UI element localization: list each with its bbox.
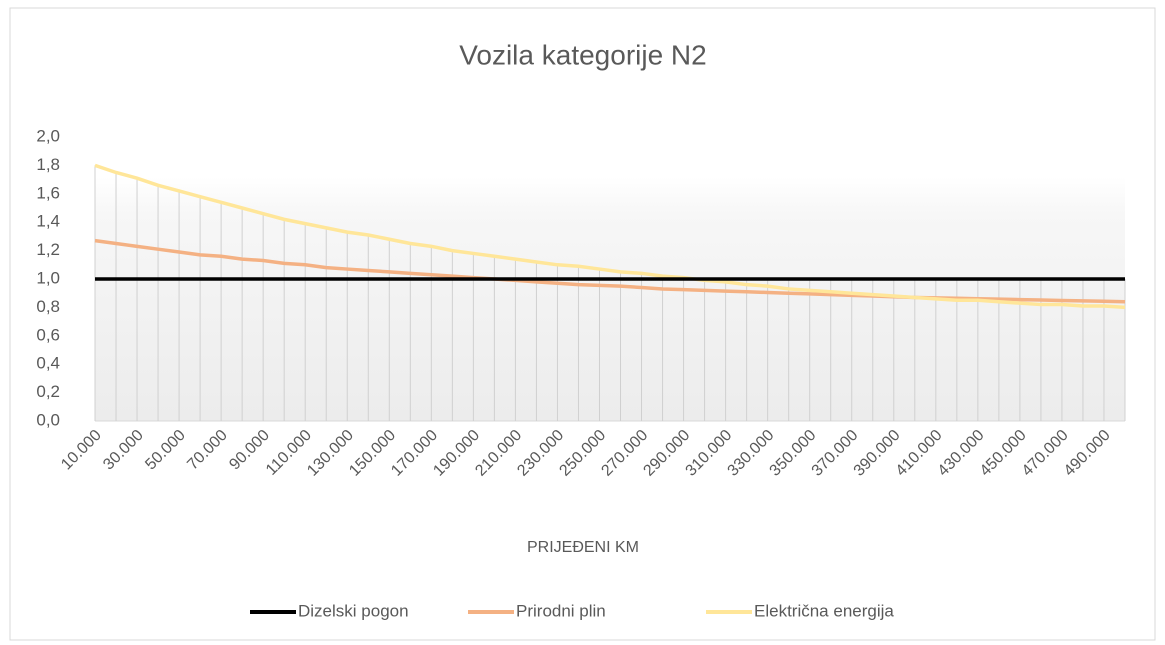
x-axis-title: PRIJEĐENI KM [527,539,639,556]
legend-label: Prirodni plin [516,601,606,620]
y-tick-label: 0,0 [36,410,60,429]
series-line [94,163,1126,310]
legend-label: Dizelski pogon [298,601,409,620]
y-tick-label: 2,0 [36,126,60,145]
y-tick-label: 0,2 [36,382,60,401]
series-line [94,238,1126,304]
y-tick-label: 1,6 [36,183,60,202]
y-tick-label: 0,4 [36,354,60,373]
y-tick-label: 0,8 [36,297,60,316]
legend-label: Električna energija [754,601,894,620]
y-tick-label: 1,2 [36,240,60,259]
y-tick-label: 1,8 [36,155,60,174]
y-tick-label: 1,0 [36,268,60,287]
y-tick-label: 1,4 [36,212,60,231]
y-tick-label: 0,6 [36,325,60,344]
chart-title: Vozila kategorije N2 [459,39,706,70]
